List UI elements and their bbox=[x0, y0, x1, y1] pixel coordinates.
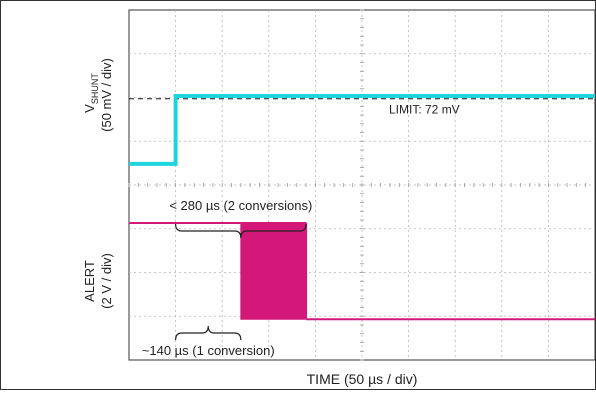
annotation-2-conversions: < 280 µs (2 conversions) bbox=[169, 198, 312, 213]
alert-trace-toggling bbox=[240, 222, 307, 320]
x-axis-label: TIME (50 µs / div) bbox=[307, 371, 418, 387]
vshunt-ylabel: VSHUNT bbox=[82, 73, 100, 113]
vshunt-ylabel-scale: (50 mV / div) bbox=[99, 58, 114, 132]
limit-label: LIMIT: 72 mV bbox=[389, 103, 460, 117]
plot-area: LIMIT: 72 mV bbox=[129, 93, 595, 321]
brace-1-conversion bbox=[175, 325, 242, 341]
annotation-1-conversion: ~140 µs (1 conversion) bbox=[142, 343, 275, 358]
alert-ylabel: ALERT bbox=[82, 260, 97, 302]
alert-panel bbox=[129, 222, 595, 321]
alert-ylabel-scale: (2 V / div) bbox=[99, 253, 114, 309]
annotations: < 280 µs (2 conversions) ~140 µs (1 conve… bbox=[142, 198, 313, 358]
brace-2-conversions bbox=[175, 223, 307, 239]
vshunt-panel: LIMIT: 72 mV bbox=[129, 93, 595, 166]
